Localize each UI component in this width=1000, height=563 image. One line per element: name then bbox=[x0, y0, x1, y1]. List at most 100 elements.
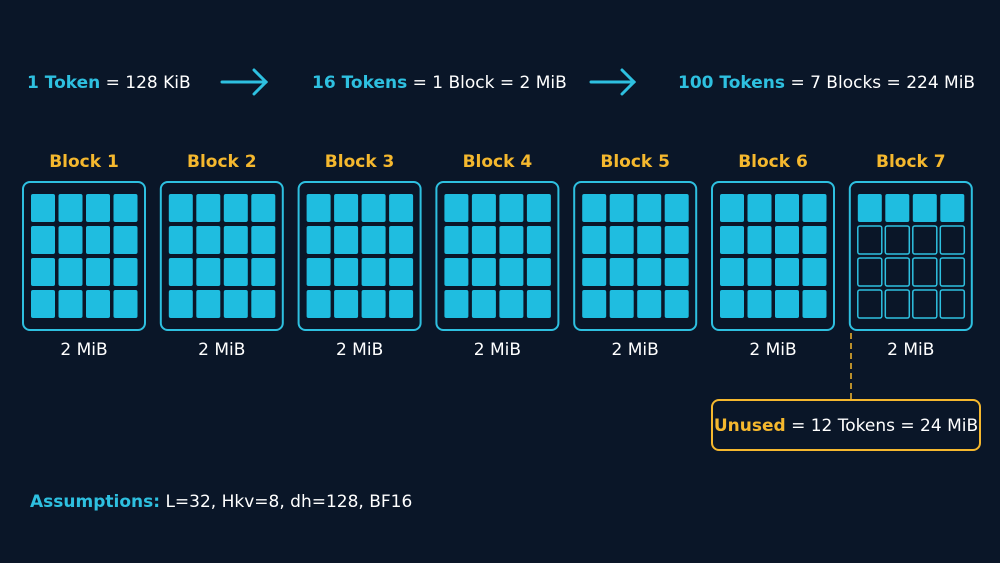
token-cell bbox=[223, 258, 248, 286]
block-label: Block 2 bbox=[187, 152, 257, 172]
token-cell bbox=[609, 226, 634, 254]
token-cell bbox=[582, 258, 607, 286]
token-cell bbox=[113, 226, 138, 254]
block-size: 2 MiB bbox=[612, 340, 659, 360]
block-label: Block 7 bbox=[876, 152, 946, 172]
token-cell bbox=[86, 194, 110, 222]
token-cell bbox=[251, 194, 276, 222]
token-cell bbox=[361, 226, 386, 254]
token-cell bbox=[334, 258, 359, 286]
token-cell bbox=[168, 194, 193, 222]
block bbox=[22, 181, 146, 331]
header-term: 1 Token bbox=[27, 73, 100, 93]
assumptions-term: Assumptions: bbox=[30, 492, 160, 512]
token-cell bbox=[664, 194, 689, 222]
token-cell bbox=[58, 194, 83, 222]
token-cell bbox=[609, 258, 634, 286]
unused-term: Unused bbox=[714, 416, 786, 436]
token-cell bbox=[334, 194, 359, 222]
empty-cell bbox=[857, 289, 883, 319]
empty-cell bbox=[939, 257, 966, 287]
token-cell bbox=[361, 290, 386, 318]
token-cell bbox=[499, 226, 524, 254]
header-rest: = 1 Block = 2 MiB bbox=[413, 73, 567, 93]
token-cell bbox=[637, 290, 662, 318]
block-size: 2 MiB bbox=[60, 340, 107, 360]
block-size: 2 MiB bbox=[749, 340, 796, 360]
token-cell bbox=[113, 194, 138, 222]
token-cell bbox=[471, 194, 496, 222]
token-cell bbox=[31, 290, 55, 318]
token-cell bbox=[720, 226, 744, 254]
empty-cell bbox=[884, 257, 911, 287]
token-cell bbox=[526, 226, 551, 254]
token-cell bbox=[306, 226, 331, 254]
empty-cell bbox=[912, 257, 938, 287]
token-cell bbox=[86, 226, 110, 254]
block bbox=[573, 181, 698, 331]
block-size: 2 MiB bbox=[198, 340, 245, 360]
token-cell bbox=[802, 290, 827, 318]
empty-cell bbox=[857, 225, 883, 255]
token-cell bbox=[637, 258, 662, 286]
block-label: Block 4 bbox=[463, 152, 533, 172]
empty-cell bbox=[884, 225, 911, 255]
block-size: 2 MiB bbox=[474, 340, 521, 360]
token-cell bbox=[912, 194, 937, 222]
token-cell bbox=[747, 194, 772, 222]
token-cell bbox=[389, 258, 414, 286]
token-cell bbox=[582, 194, 607, 222]
token-cell bbox=[196, 194, 221, 222]
token-cell bbox=[251, 290, 276, 318]
token-cell bbox=[31, 194, 55, 222]
token-cell bbox=[802, 226, 827, 254]
block-label: Block 1 bbox=[49, 152, 119, 172]
block-label: Block 5 bbox=[600, 152, 670, 172]
block bbox=[711, 181, 835, 331]
token-cell bbox=[940, 194, 965, 222]
header-equation: 100 Tokens = 7 Blocks = 224 MiB bbox=[678, 73, 975, 93]
token-cell bbox=[31, 258, 55, 286]
token-cell bbox=[389, 226, 414, 254]
header-term: 100 Tokens bbox=[678, 73, 785, 93]
token-cell bbox=[196, 258, 221, 286]
token-cell bbox=[747, 290, 772, 318]
token-cell bbox=[637, 226, 662, 254]
token-cell bbox=[361, 194, 386, 222]
unused-rest: = 12 Tokens = 24 MiB bbox=[791, 416, 978, 436]
token-cell bbox=[334, 226, 359, 254]
token-cell bbox=[471, 290, 496, 318]
token-cell bbox=[857, 194, 882, 222]
token-cell bbox=[31, 226, 55, 254]
block bbox=[159, 181, 284, 331]
token-cell bbox=[196, 290, 221, 318]
token-cell bbox=[720, 258, 744, 286]
token-cell bbox=[582, 290, 607, 318]
block bbox=[848, 181, 973, 331]
token-cell bbox=[471, 226, 496, 254]
header-rest: = 7 Blocks = 224 MiB bbox=[790, 73, 975, 93]
token-cell bbox=[306, 290, 331, 318]
token-cell bbox=[168, 226, 193, 254]
token-cell bbox=[526, 258, 551, 286]
empty-cell bbox=[939, 289, 966, 319]
token-cell bbox=[86, 290, 110, 318]
header-term: 16 Tokens bbox=[312, 73, 407, 93]
token-cell bbox=[389, 194, 414, 222]
token-cell bbox=[58, 226, 83, 254]
token-cell bbox=[582, 226, 607, 254]
token-cell bbox=[720, 194, 744, 222]
block-label: Block 3 bbox=[325, 152, 395, 172]
token-cell bbox=[499, 290, 524, 318]
token-cell bbox=[444, 194, 469, 222]
token-cell bbox=[168, 290, 193, 318]
token-cell bbox=[223, 226, 248, 254]
token-cell bbox=[306, 258, 331, 286]
token-cell bbox=[885, 194, 910, 222]
token-cell bbox=[223, 290, 248, 318]
token-cell bbox=[526, 194, 551, 222]
token-cell bbox=[389, 290, 414, 318]
token-cell bbox=[720, 290, 744, 318]
